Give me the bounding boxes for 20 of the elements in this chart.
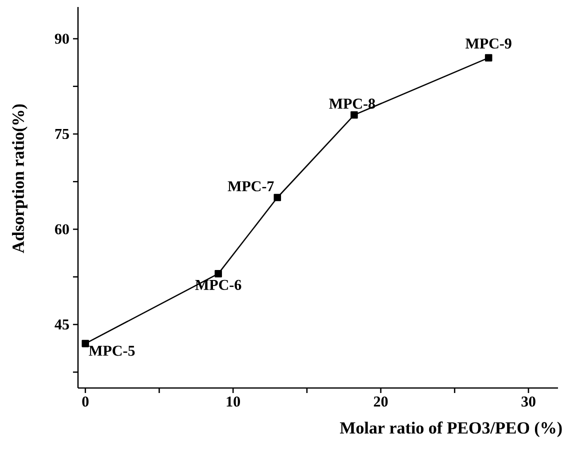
annotation: MPC-6 xyxy=(195,280,242,290)
x-tick-label: 10 xyxy=(226,396,240,407)
annotation: MPC-7 xyxy=(228,181,274,192)
annotation: MPC-8 xyxy=(329,98,376,109)
x-tick-label: 20 xyxy=(374,396,388,407)
point xyxy=(214,270,222,278)
annotation: MPC-9 xyxy=(466,38,512,49)
y-tick-label: 75 xyxy=(55,129,69,139)
point xyxy=(350,111,358,119)
y-tick-label: 60 xyxy=(54,224,69,234)
point xyxy=(484,54,492,62)
x-tick-label: 30 xyxy=(522,396,536,407)
x-axis-title: Molar ratio of PEO3/PEO (%) xyxy=(340,422,562,438)
point xyxy=(82,340,90,348)
y-tick-label: 45 xyxy=(54,319,69,330)
x-tick-label: 0 xyxy=(82,396,89,407)
annotation: MPC-5 xyxy=(88,346,135,356)
point xyxy=(274,194,282,202)
y-tick-label: 90 xyxy=(54,34,69,44)
y-axis-title: Adsorption ratio(%) xyxy=(12,104,28,254)
